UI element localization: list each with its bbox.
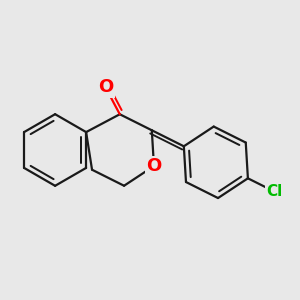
Text: Cl: Cl [266,184,282,199]
Text: O: O [146,157,162,175]
Text: O: O [98,78,113,96]
